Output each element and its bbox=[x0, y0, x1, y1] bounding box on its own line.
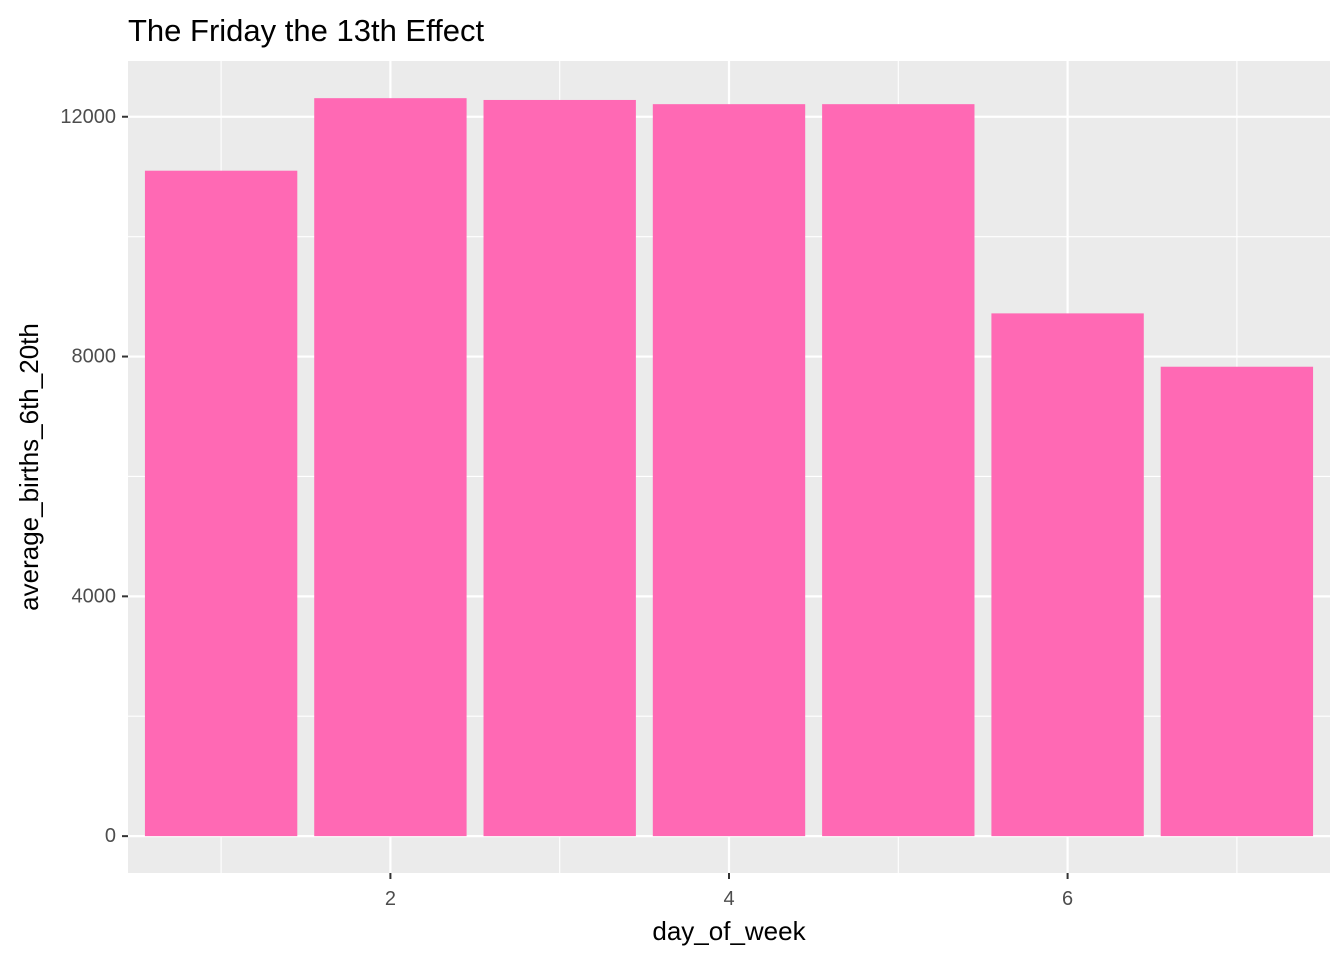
bar-day-3 bbox=[483, 99, 636, 837]
y-tick-label: 12000 bbox=[60, 106, 116, 128]
x-tick-label: 4 bbox=[723, 888, 734, 910]
bar-day-5 bbox=[822, 104, 975, 837]
y-axis-title: average_births_6th_20th bbox=[14, 323, 44, 611]
chart-title: The Friday the 13th Effect bbox=[128, 13, 485, 48]
y-tick-label: 8000 bbox=[72, 346, 117, 368]
bar-day-2 bbox=[314, 98, 467, 837]
y-tick-label: 0 bbox=[105, 825, 116, 847]
x-tick-label: 6 bbox=[1062, 888, 1073, 910]
y-tick-label: 4000 bbox=[72, 585, 117, 607]
bar-day-1 bbox=[144, 170, 298, 837]
bars bbox=[144, 98, 1314, 837]
x-axis-title: day_of_week bbox=[652, 916, 806, 946]
x-tick-label: 2 bbox=[385, 888, 396, 910]
bar-day-6 bbox=[991, 313, 1144, 837]
bar-day-7 bbox=[1160, 366, 1314, 837]
bar-day-4 bbox=[652, 104, 806, 837]
axis-ticks: 0 4000 8000 12000 2 4 6 bbox=[60, 106, 1073, 910]
